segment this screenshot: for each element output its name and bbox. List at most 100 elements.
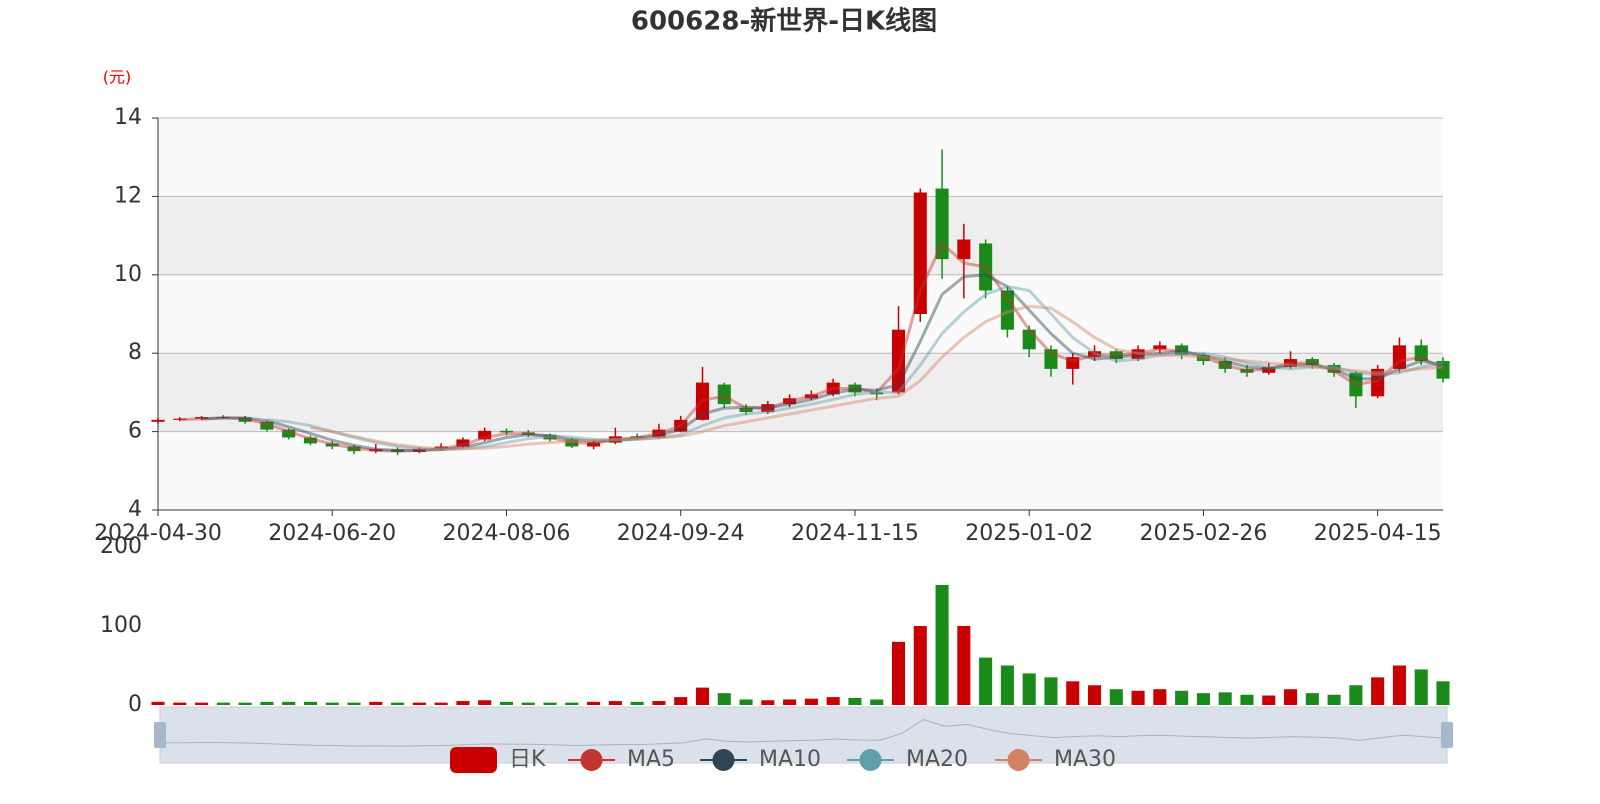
zoom-handle[interactable] [154,722,166,748]
candle-body [1066,357,1080,369]
volume-bar [521,702,535,705]
y-tick-label: 10 [114,262,142,287]
volume-bar [1153,689,1167,705]
candle-body [1371,368,1385,397]
candle-body [1109,351,1123,360]
legend-label[interactable]: MA5 [627,747,675,772]
volume-bar [282,701,296,705]
candle-body [478,430,492,440]
candle-body [608,436,622,443]
candle-body [1240,368,1254,373]
zoom-handle[interactable] [1441,722,1453,748]
candle-body [979,243,993,291]
volume-bar [1218,692,1232,705]
volume-bar [456,701,470,705]
candle-body [565,439,579,447]
volume-bar [717,693,731,705]
volume-tick-label: 200 [100,534,142,559]
candle-body [303,437,317,444]
grid-band [158,274,1443,354]
candle-body [935,188,949,260]
candle-body [1436,361,1450,379]
volume-bar [652,701,666,705]
volume-bar [347,702,361,705]
candle-body [260,421,274,430]
grid-band [158,196,1443,275]
candle-body [1392,345,1406,369]
volume-bar [1066,681,1080,705]
candle-body [434,446,448,449]
candle-body [282,429,296,438]
candle-body [1044,349,1058,369]
candle-body [543,434,557,440]
volume-bar [1371,677,1385,705]
candle-body [804,394,818,399]
volume-bar [1414,669,1428,705]
y-tick-label: 6 [128,419,142,444]
legend-icon [1007,749,1030,771]
x-tick-label: 2025-04-15 [1314,521,1442,546]
legend-label[interactable]: MA30 [1054,747,1116,772]
volume-bar [1131,690,1145,705]
volume-bar [565,702,579,705]
candle-body [1327,364,1341,373]
y-tick-label: 12 [114,183,142,208]
volume-bar [848,697,862,705]
candle-body [1262,366,1276,373]
volume-bar [499,701,514,705]
candle-body [674,419,688,432]
legend-label[interactable]: MA20 [906,747,968,772]
legend-icon [580,749,603,771]
candle-body [891,329,906,393]
volume-bar [1022,673,1036,705]
ma-line [201,273,1444,452]
volume-bar [783,699,797,705]
ma-line [266,285,1444,452]
candle-body [1153,345,1167,350]
volume-bar [1262,695,1276,705]
volume-bar [238,702,252,705]
volume-bar [1349,685,1363,705]
volume-bar [478,700,492,705]
volume-bar [630,701,644,705]
x-tick-label: 2025-02-26 [1139,521,1267,546]
volume-bar [303,701,317,705]
grid-band [158,431,1443,510]
candle-body [216,417,230,419]
legend-label[interactable]: MA10 [759,747,821,772]
candle-body [630,436,644,438]
candle-body [1022,329,1036,350]
volume-bar [1000,665,1014,705]
candle-body [412,448,426,452]
candle-body [238,417,252,422]
volume-bar [1436,681,1450,705]
legend-icon [712,749,735,771]
volume-tick-label: 0 [128,692,142,717]
candle-body [151,419,165,422]
ma-line [179,241,1444,453]
volume-bar [151,701,165,705]
legend-label[interactable]: 日K [509,747,546,772]
volume-bar [1109,689,1123,705]
legend-icon [450,747,497,773]
volume-bar [1284,689,1298,705]
volume-bar [761,700,775,705]
volume-bar [891,641,906,705]
candle-body [1414,345,1428,362]
volume-bar [434,702,448,705]
volume-bar [739,699,753,705]
volume-bar [935,584,949,705]
candle-body [957,239,971,260]
volume-bar [216,702,230,705]
x-tick-label: 2024-09-24 [617,521,745,546]
candle-body [1175,345,1189,356]
candle-body [848,384,862,393]
volume-bar [608,701,622,705]
x-tick-label: 2024-11-15 [791,521,919,546]
candle-body [826,382,840,395]
candle-body [739,408,753,412]
volume-bar [979,657,993,705]
candle-body [347,446,361,452]
candle-body [1087,351,1102,358]
